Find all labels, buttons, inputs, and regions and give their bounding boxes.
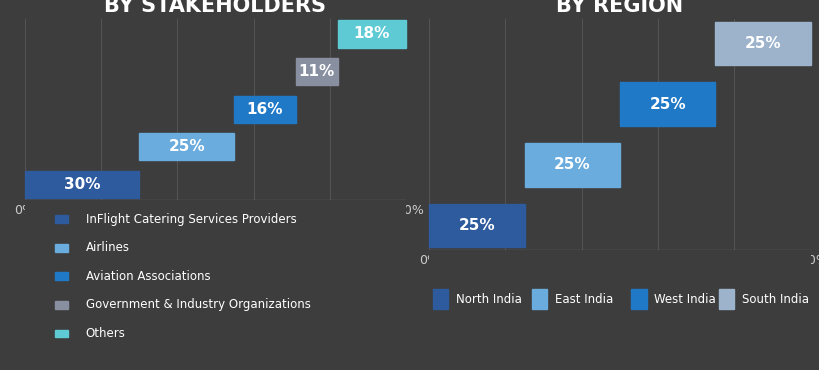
Bar: [715, 21, 811, 65]
Bar: [234, 96, 296, 123]
Text: Government & Industry Organizations: Government & Industry Organizations: [86, 298, 310, 312]
Bar: [55, 215, 69, 223]
Text: 25%: 25%: [459, 218, 495, 233]
Bar: [55, 244, 69, 252]
Text: South India: South India: [742, 293, 809, 306]
Bar: [296, 58, 337, 85]
Bar: [55, 301, 69, 309]
Text: West India: West India: [654, 293, 716, 306]
Bar: [719, 289, 735, 309]
Bar: [337, 20, 406, 47]
Bar: [429, 204, 524, 247]
Text: North India: North India: [456, 293, 522, 306]
Bar: [139, 133, 234, 161]
Text: East India: East India: [555, 293, 613, 306]
Text: 25%: 25%: [649, 97, 686, 111]
Text: 18%: 18%: [354, 26, 390, 41]
Bar: [524, 143, 620, 186]
Bar: [631, 289, 647, 309]
Bar: [25, 171, 139, 198]
Text: Airlines: Airlines: [86, 241, 129, 254]
Text: Others: Others: [86, 327, 125, 340]
Bar: [55, 272, 69, 280]
Title: BY STAKEHOLDERS: BY STAKEHOLDERS: [104, 0, 327, 16]
Title: BY REGION: BY REGION: [556, 0, 684, 16]
Text: InFlight Catering Services Providers: InFlight Catering Services Providers: [86, 213, 296, 226]
Text: 25%: 25%: [744, 36, 781, 51]
Bar: [433, 289, 448, 309]
Bar: [620, 82, 715, 126]
Bar: [55, 330, 69, 337]
Text: 25%: 25%: [169, 139, 205, 154]
Bar: [532, 289, 547, 309]
Text: Aviation Associations: Aviation Associations: [86, 270, 210, 283]
Text: 16%: 16%: [247, 102, 283, 117]
Text: 11%: 11%: [298, 64, 335, 79]
Text: 25%: 25%: [554, 157, 590, 172]
Text: 30%: 30%: [64, 177, 100, 192]
